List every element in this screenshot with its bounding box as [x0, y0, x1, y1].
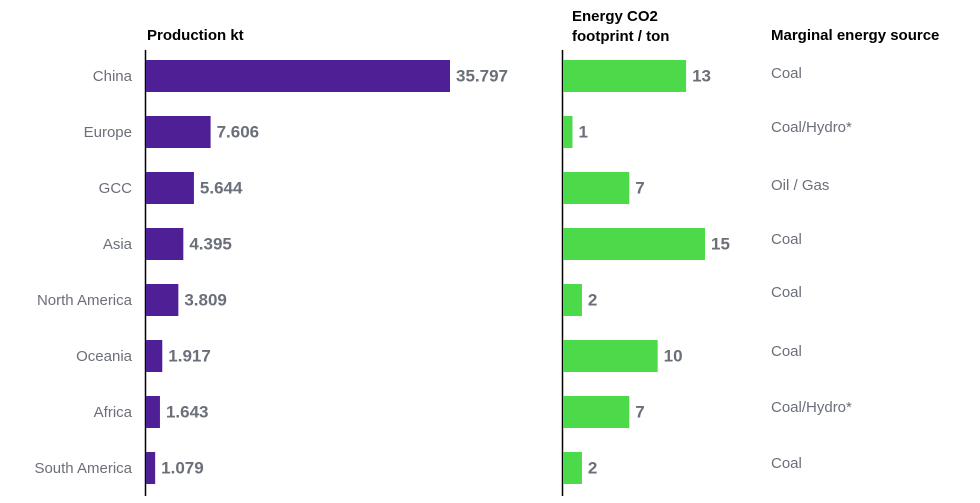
data-label: 5.644 [200, 178, 243, 197]
data-label: 13 [692, 66, 711, 85]
bar [563, 228, 705, 260]
category-label: Europe [84, 124, 132, 141]
data-label: 15 [711, 234, 730, 253]
category-label: Oceania [76, 348, 133, 365]
data-label: 2 [588, 290, 597, 309]
data-label: 7.606 [217, 122, 260, 141]
bar [146, 340, 163, 372]
bar [146, 452, 156, 484]
data-label: 7 [635, 178, 644, 197]
energy-source: Coal [771, 455, 802, 472]
category-label: Asia [103, 236, 133, 253]
bar [146, 284, 179, 316]
chart-title: Production kt [147, 27, 244, 44]
category-label: North America [37, 292, 133, 309]
data-label: 2 [588, 458, 597, 477]
category-label: GCC [99, 180, 133, 197]
bar [563, 172, 630, 204]
energy-source: Coal [771, 231, 802, 248]
bar [146, 396, 160, 428]
bar [563, 60, 687, 92]
energy-source: Coal [771, 343, 802, 360]
column-title: Marginal energy source [771, 27, 939, 44]
energy-source: Coal/Hydro* [771, 399, 852, 416]
bar [146, 116, 211, 148]
data-label: 7 [635, 402, 644, 421]
bar [563, 452, 582, 484]
category-label: Africa [94, 404, 133, 421]
bar [563, 340, 658, 372]
data-label: 1.917 [168, 346, 211, 365]
energy-source: Coal [771, 284, 802, 301]
energy-source: Oil / Gas [771, 177, 829, 194]
bar [146, 228, 184, 260]
category-label: South America [34, 460, 132, 477]
data-label: 35.797 [456, 66, 508, 85]
data-label: 10 [664, 346, 683, 365]
data-label: 1.079 [161, 458, 204, 477]
energy-source: Coal [771, 65, 802, 82]
data-label: 1.643 [166, 402, 209, 421]
category-label: China [93, 68, 133, 85]
chart-title: Energy CO2 [572, 8, 658, 25]
bar [563, 116, 573, 148]
bar [563, 396, 630, 428]
bar [563, 284, 582, 316]
data-label: 4.395 [189, 234, 232, 253]
bar [146, 172, 194, 204]
bar [146, 60, 450, 92]
data-label: 3.809 [184, 290, 227, 309]
chart-title: footprint / ton [572, 28, 669, 45]
data-label: 1 [578, 122, 587, 141]
energy-source: Coal/Hydro* [771, 119, 852, 136]
